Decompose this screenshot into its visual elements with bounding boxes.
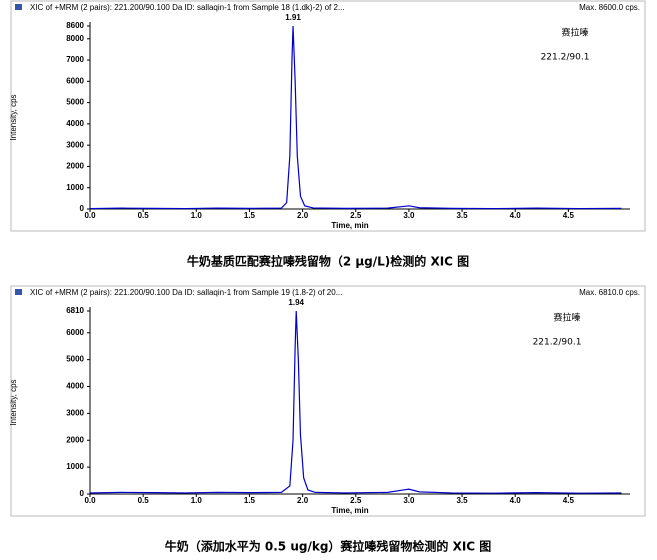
x-tick-label: 2.5 — [350, 211, 362, 220]
header: XIC of +MRM (2 pairs): 221.200/90.100 Da… — [30, 288, 342, 297]
y-tick-label: 5000 — [66, 98, 84, 107]
x-tick-label: 1.5 — [244, 496, 256, 505]
header-icon — [15, 289, 22, 295]
header: XIC of +MRM (2 pairs): 221.200/90.100 Da… — [30, 3, 345, 12]
trace — [89, 310, 622, 494]
x-tick-label: 1.5 — [244, 211, 256, 220]
y-tick-label: 0 — [80, 489, 85, 498]
x-tick-label: 4.5 — [563, 496, 575, 505]
caption: 牛奶（添加水平为 0.5 ug/kg）赛拉嗪残留物检测的 XIC 图 — [165, 539, 492, 554]
max-label: Max. 8600.0 cps. — [579, 3, 640, 12]
x-tick-label: 3.0 — [403, 496, 415, 505]
y-tick-label: 4000 — [66, 119, 84, 128]
x-tick-label: 2.0 — [297, 496, 309, 505]
y-tick-label: 1000 — [66, 462, 84, 471]
annotation: 221.2/90.1 — [541, 53, 590, 63]
y-tick-label: 8000 — [66, 34, 84, 43]
y-tick-label: 6000 — [66, 76, 84, 85]
y-axis-label: Intensity, cps — [9, 379, 18, 425]
y-tick-label: 6000 — [66, 328, 84, 337]
x-tick-label: 3.0 — [403, 211, 415, 220]
y-tick-label: 8600 — [66, 21, 84, 30]
x-tick-label: 2.0 — [297, 211, 309, 220]
y-tick-label: 0 — [80, 204, 85, 213]
x-tick-label: 1.0 — [191, 211, 203, 220]
y-tick-label: 2000 — [66, 435, 84, 444]
x-tick-label: 1.0 — [191, 496, 203, 505]
trace — [89, 25, 622, 210]
x-axis-label: Time, min — [331, 506, 368, 515]
annotation: 221.2/90.1 — [533, 338, 582, 348]
x-tick-label: 0.5 — [138, 211, 150, 220]
x-tick-label: 4.0 — [510, 496, 522, 505]
y-tick-label: 1000 — [66, 183, 84, 192]
panel-frame — [10, 285, 646, 517]
y-tick-label: 5000 — [66, 355, 84, 364]
x-tick-label: 3.5 — [456, 496, 468, 505]
y-tick-label: 4000 — [66, 382, 84, 391]
header-icon — [15, 4, 22, 10]
y-tick-label: 6810 — [66, 306, 84, 315]
x-tick-label: 2.5 — [350, 496, 362, 505]
caption: 牛奶基质匹配赛拉嗪残留物（2 μg/L)检测的 XIC 图 — [187, 254, 469, 269]
x-tick-label: 4.5 — [563, 211, 575, 220]
y-tick-label: 7000 — [66, 55, 84, 64]
annotation: 赛拉嗪 — [553, 312, 580, 324]
y-tick-label: 3000 — [66, 408, 84, 417]
peak-label: 1.91 — [285, 13, 301, 22]
panel-frame — [10, 0, 646, 232]
x-tick-label: 3.5 — [456, 211, 468, 220]
peak-label: 1.94 — [288, 298, 304, 307]
x-axis-label: Time, min — [331, 221, 368, 230]
x-tick-label: 0.0 — [84, 211, 96, 220]
y-tick-label: 3000 — [66, 140, 84, 149]
max-label: Max. 6810.0 cps. — [579, 288, 640, 297]
annotation: 赛拉嗪 — [561, 27, 588, 39]
y-axis-label: Intensity, cps — [9, 94, 18, 140]
x-tick-label: 0.0 — [84, 496, 96, 505]
x-tick-label: 4.0 — [510, 211, 522, 220]
x-tick-label: 0.5 — [138, 496, 150, 505]
y-tick-label: 2000 — [66, 162, 84, 171]
